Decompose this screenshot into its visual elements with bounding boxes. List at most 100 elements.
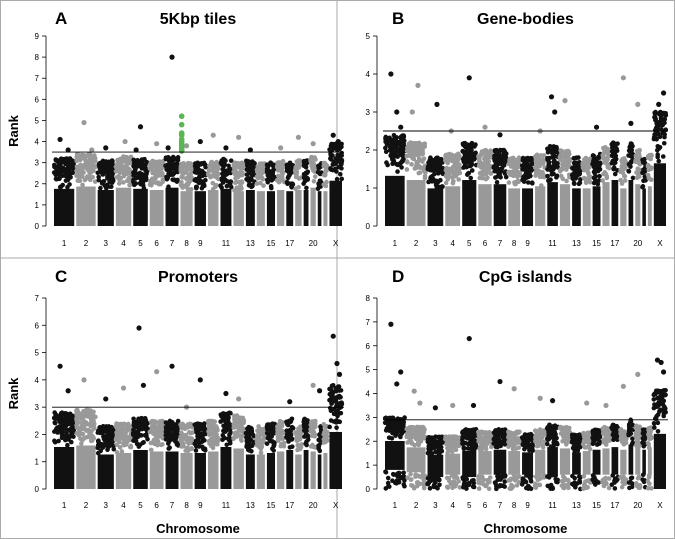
data-point [588, 174, 593, 180]
data-point [385, 475, 391, 481]
data-point [519, 482, 525, 487]
data-point [457, 166, 463, 172]
data-point [401, 422, 406, 427]
data-point [232, 188, 237, 193]
data-point [98, 185, 103, 191]
data-point [542, 431, 547, 437]
data-point [422, 173, 428, 179]
data-point [389, 141, 395, 146]
band-fill [233, 191, 244, 226]
data-point [465, 172, 470, 177]
data-point [124, 434, 129, 439]
panel-letter: D [392, 267, 404, 286]
data-point [197, 440, 203, 446]
data-point [133, 181, 139, 186]
data-point [239, 179, 245, 184]
data-point [280, 160, 286, 166]
data-point [430, 159, 436, 165]
data-point [207, 427, 213, 433]
chromosome-band-22 [321, 160, 330, 226]
y-tick-label: 1 [366, 461, 371, 470]
data-point [85, 160, 90, 166]
data-point [537, 174, 543, 179]
panel-title: 5Kbp tiles [160, 11, 237, 28]
data-point [499, 483, 505, 489]
data-point [160, 171, 165, 176]
data-point [299, 442, 304, 447]
y-tick-label: 4 [35, 376, 40, 385]
data-point [170, 177, 175, 182]
data-point [52, 410, 57, 415]
chromosome-band-14 [580, 155, 593, 226]
outlier-point [57, 363, 63, 369]
y-tick-label: 6 [35, 321, 40, 330]
band-fill [194, 452, 206, 489]
data-point [297, 159, 303, 165]
data-point [582, 166, 587, 172]
data-point [193, 422, 199, 428]
data-point [647, 152, 652, 158]
data-point [244, 158, 249, 164]
data-point [311, 178, 317, 184]
data-point [238, 437, 244, 442]
data-point [334, 388, 339, 394]
data-point [437, 482, 442, 488]
x-tick-label: 3 [104, 501, 109, 510]
data-point [411, 142, 417, 147]
data-point [415, 148, 421, 153]
data-point [438, 177, 443, 183]
data-point [600, 178, 606, 183]
data-point [434, 439, 440, 445]
data-point [460, 437, 465, 443]
data-point [481, 445, 487, 450]
data-point [228, 158, 234, 163]
band-fill [165, 187, 179, 226]
x-tick-label: 6 [154, 501, 159, 510]
data-point [63, 169, 68, 175]
data-point [572, 156, 578, 161]
data-point [334, 176, 340, 182]
data-point [312, 423, 318, 429]
x-tick-label: 7 [170, 239, 175, 248]
data-point [212, 173, 217, 179]
outlier-point [552, 109, 558, 115]
chromosome-band-22 [321, 421, 330, 489]
chromosome-band-3 [425, 434, 446, 491]
outlier-point [394, 109, 400, 115]
data-point [390, 144, 396, 150]
data-point [560, 159, 565, 164]
data-point [232, 171, 238, 177]
data-point [544, 441, 550, 447]
data-point [223, 424, 228, 430]
band-fill [445, 453, 461, 475]
data-point [571, 160, 577, 166]
outlier-point [398, 124, 404, 130]
data-point [593, 173, 598, 179]
data-point [539, 158, 544, 164]
outlier-point [336, 371, 343, 377]
data-point [188, 186, 194, 192]
outlier-point [316, 388, 323, 394]
data-point [280, 436, 285, 442]
data-point [80, 426, 85, 432]
data-point [332, 406, 337, 412]
data-point [119, 449, 125, 454]
data-point [652, 110, 658, 116]
band-fill [462, 450, 477, 478]
data-point [68, 439, 74, 445]
data-point [215, 427, 220, 433]
data-point [143, 173, 148, 179]
data-point [197, 162, 202, 167]
data-point [390, 161, 395, 167]
y-tick-label: 3 [366, 108, 371, 117]
band-fill [115, 452, 132, 489]
data-point [198, 435, 204, 440]
data-point [148, 447, 154, 453]
outlier-point [120, 385, 127, 391]
outlier-point [183, 143, 190, 149]
data-point [294, 172, 299, 178]
chromosome-band-19 [626, 141, 636, 226]
data-point [601, 155, 607, 161]
data-point [539, 183, 544, 188]
data-point [139, 433, 144, 438]
